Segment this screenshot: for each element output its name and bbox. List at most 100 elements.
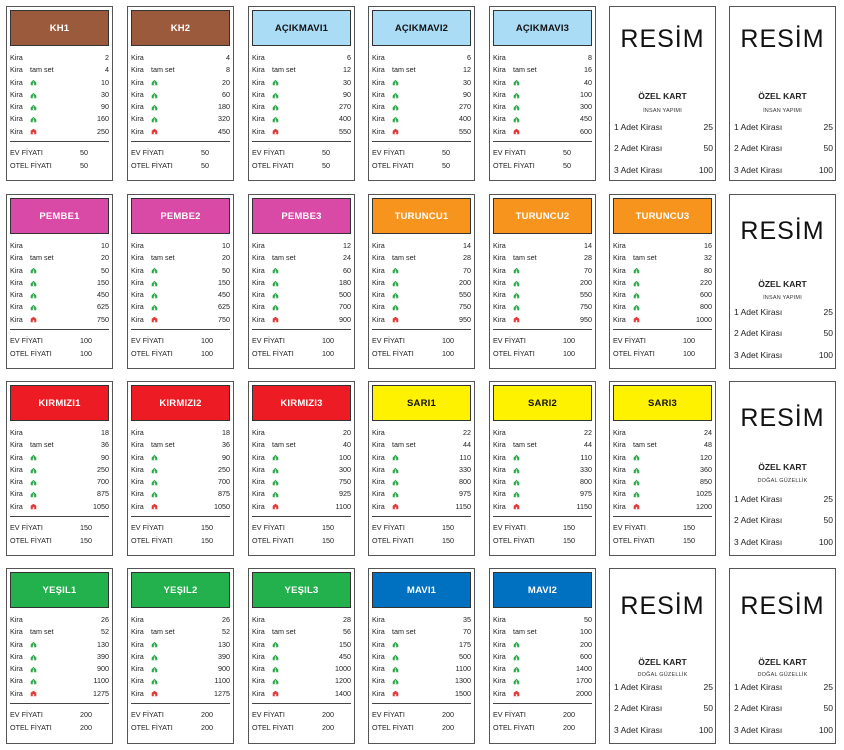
svg-text:3: 3 — [154, 106, 156, 109]
svg-text:2: 2 — [33, 93, 35, 96]
rent-value: 800 — [459, 477, 471, 487]
special-rent-table: 1 Adet Kirası 25 2 Adet Kirası 50 3 Adet Kir… — [734, 676, 833, 741]
rent-value: 90 — [222, 452, 230, 462]
rent-label: Kira — [252, 452, 265, 462]
rent-row: Kira 2 90 — [372, 89, 471, 101]
card-picture-title: RESİM — [620, 25, 705, 53]
rent-value: 975 — [580, 489, 592, 499]
hotel-icon — [272, 690, 279, 697]
price-table: EV FİYATI 100 OTEL FİYATI 100 — [372, 334, 471, 360]
hotel-price-value: 50 — [201, 161, 209, 170]
rent-table: Kira 18 Kira tam set 36 Kira 1 90 Kira 2 250 Kira 3 7… — [10, 427, 109, 513]
rent-row: Kira 3 800 — [493, 476, 592, 488]
rent-value: 1275 — [214, 688, 230, 698]
rent-value: 10 — [101, 241, 109, 250]
property-card: SARI2 Kira 22 Kira tam set 44 Kira 1 110 Kira 2 330… — [489, 381, 596, 556]
rent-value: 1025 — [696, 489, 712, 499]
hotel-price-row: OTEL FİYATI 50 — [10, 159, 109, 172]
svg-text:3: 3 — [33, 294, 35, 297]
rent-value: 26 — [101, 615, 109, 624]
svg-text:1: 1 — [154, 643, 156, 646]
svg-text:1: 1 — [33, 269, 35, 272]
special-card: RESİM ÖZEL KART DOĞAL GÜZELLİK 1 Adet Kiras… — [729, 568, 836, 744]
rent-condition: 1 — [392, 454, 443, 461]
full-set-label: tam set — [272, 440, 296, 450]
rent-row: Kira 3 270 — [372, 101, 471, 113]
rent-value: 750 — [218, 314, 230, 324]
rent-label: Kira — [10, 452, 23, 462]
svg-text:3: 3 — [395, 668, 397, 671]
rent-label: Kira — [252, 65, 265, 75]
rent-row: Kira 2 90 — [252, 89, 351, 101]
rent-row: Kira tam set 32 — [613, 252, 712, 264]
special-card-category: İNSAN YAPIMI — [763, 108, 802, 114]
house-price-label: EV FİYATI — [131, 710, 164, 719]
special-rent-row: 3 Adet Kirası 100 — [734, 531, 833, 553]
svg-text:2: 2 — [154, 93, 156, 96]
price-table: EV FİYATI 50 OTEL FİYATI 50 — [252, 146, 351, 172]
rent-value: 30 — [343, 77, 351, 87]
rent-value: 100 — [580, 627, 592, 637]
house-price-value: 100 — [442, 336, 454, 345]
rent-value: 1500 — [455, 688, 471, 698]
rent-condition: 2 — [30, 654, 81, 661]
rent-value: 330 — [580, 464, 592, 474]
house-icon: 3 — [272, 292, 279, 299]
svg-text:1: 1 — [33, 456, 35, 459]
rent-label: Kira — [493, 302, 506, 312]
rent-condition: tam set — [30, 64, 81, 76]
hotel-price-value: 100 — [442, 349, 454, 358]
house-icon: 2 — [392, 654, 399, 661]
rent-condition: 3 — [513, 666, 564, 673]
rent-row: Kira 2 150 — [131, 277, 230, 289]
house-price-row: EV FİYATI 150 — [131, 521, 230, 534]
special-rent-value: 100 — [698, 164, 713, 175]
price-table: EV FİYATI 200 OTEL FİYATI 200 — [493, 708, 592, 734]
rent-condition: 4 — [392, 491, 443, 498]
rent-value: 60 — [343, 265, 351, 275]
house-icon: 3 — [513, 292, 520, 299]
special-rent-label: 3 Adet Kirası — [734, 164, 783, 175]
house-icon: 2 — [272, 280, 279, 287]
rent-label: Kira — [372, 114, 385, 124]
rent-condition: tam set — [633, 252, 684, 264]
house-icon: 2 — [272, 467, 279, 474]
rent-row: Kira tam set 28 — [372, 252, 471, 264]
rent-condition: 4 — [30, 491, 81, 498]
rent-value: 12 — [463, 65, 471, 75]
divider — [252, 141, 351, 142]
rent-value: 60 — [222, 89, 230, 99]
rent-condition: 4 — [272, 304, 323, 311]
rent-condition: tam set — [392, 626, 443, 638]
svg-text:1: 1 — [516, 456, 518, 459]
rent-value: 35 — [463, 615, 471, 624]
svg-text:2: 2 — [33, 281, 35, 284]
special-rent-label: 2 Adet Kirası — [734, 143, 783, 154]
rent-row: Kira 10 — [10, 240, 109, 252]
house-icon: 2 — [392, 467, 399, 474]
rent-value: 750 — [459, 302, 471, 312]
rent-condition — [513, 690, 564, 697]
rent-condition: 4 — [633, 304, 684, 311]
rent-label: Kira — [372, 277, 385, 287]
rent-row: Kira 1 120 — [613, 452, 712, 464]
rent-value: 950 — [459, 314, 471, 324]
rent-label: Kira — [372, 615, 385, 624]
special-rent-value: 100 — [818, 724, 833, 735]
hotel-price-label: OTEL FİYATI — [10, 349, 52, 358]
house-icon: 4 — [151, 304, 158, 311]
special-rent-row: 1 Adet Kirası 25 — [614, 676, 713, 698]
hotel-price-row: OTEL FİYATI 50 — [131, 159, 230, 172]
card-title-bar: TURUNCU2 — [493, 198, 592, 234]
house-price-row: EV FİYATI 150 — [613, 521, 712, 534]
rent-value: 12 — [343, 241, 351, 250]
rent-row: Kira 1 70 — [493, 265, 592, 277]
card-title-bar: TURUNCU1 — [372, 198, 471, 234]
full-set-label: tam set — [392, 440, 416, 450]
rent-label: Kira — [372, 253, 385, 263]
house-icon: 3 — [151, 104, 158, 111]
house-price-label: EV FİYATI — [493, 523, 526, 532]
house-price-row: EV FİYATI 150 — [10, 521, 109, 534]
rent-label: Kira — [10, 53, 23, 62]
svg-text:3: 3 — [33, 106, 35, 109]
